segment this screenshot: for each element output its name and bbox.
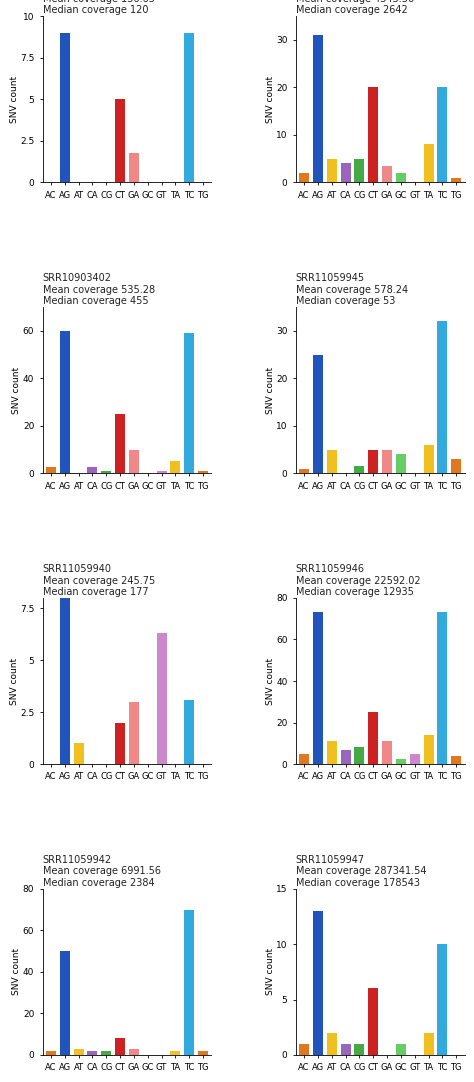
Text: SRR11059945
Mean coverage 578.24
Median coverage 53: SRR11059945 Mean coverage 578.24 Median … [296,273,408,306]
Text: SRR11059946
Mean coverage 22592.02
Median coverage 12935: SRR11059946 Mean coverage 22592.02 Media… [296,564,420,597]
Bar [88,1051,98,1055]
Bar [115,100,125,183]
Bar [355,1044,365,1055]
Bar [88,467,98,473]
Bar [382,166,392,183]
Bar [438,945,447,1055]
Bar [46,1051,56,1055]
Bar [101,1051,111,1055]
Bar [368,449,378,473]
Y-axis label: SNV count: SNV count [12,948,21,995]
Bar [299,754,309,764]
Bar [327,449,337,473]
Bar [327,1033,337,1055]
Bar [368,989,378,1055]
Bar [410,754,419,764]
Y-axis label: SNV count: SNV count [265,948,274,995]
Bar [115,1039,125,1055]
Bar [73,1048,83,1055]
Bar [313,612,323,764]
Bar [129,449,139,473]
Bar [184,700,194,764]
Bar [313,911,323,1055]
Bar [355,466,365,473]
Bar [424,445,434,473]
Bar [299,173,309,183]
Bar [73,743,83,764]
Bar [424,735,434,764]
Y-axis label: SNV count: SNV count [9,76,18,123]
Bar [184,910,194,1055]
Bar [355,748,365,764]
Bar [382,741,392,764]
Bar [156,633,166,764]
Bar [341,1044,351,1055]
Bar [355,159,365,183]
Bar [46,467,56,473]
Bar [396,758,406,764]
Bar [129,153,139,183]
Bar [396,454,406,473]
Bar [438,88,447,183]
Y-axis label: SNV count: SNV count [265,367,274,413]
Bar [198,471,208,473]
Y-axis label: SNV count: SNV count [9,658,18,704]
Bar [424,144,434,183]
Y-axis label: SNV count: SNV count [12,367,21,413]
Bar [101,471,111,473]
Bar [60,951,70,1055]
Bar [313,36,323,183]
Text: SRR11059947
Mean coverage 287341.54
Median coverage 178543: SRR11059947 Mean coverage 287341.54 Medi… [296,855,426,888]
Text: SRR11059942
Mean coverage 6991.56
Median coverage 2384: SRR11059942 Mean coverage 6991.56 Median… [43,855,161,888]
Bar [438,321,447,473]
Bar [60,331,70,473]
Bar [299,1044,309,1055]
Bar [451,756,461,764]
Text: SRR11059944
Mean coverage 4345.56
Median coverage 2642: SRR11059944 Mean coverage 4345.56 Median… [296,0,414,15]
Bar [382,449,392,473]
Bar [171,461,181,473]
Bar [115,414,125,473]
Text: SRR10903402
Mean coverage 535.28
Median coverage 455: SRR10903402 Mean coverage 535.28 Median … [43,273,155,306]
Bar [313,355,323,473]
Bar [129,1048,139,1055]
Bar [129,702,139,764]
Bar [438,612,447,764]
Y-axis label: SNV count: SNV count [265,658,274,704]
Bar [368,712,378,764]
Bar [368,88,378,183]
Bar [60,588,70,764]
Bar [341,750,351,764]
Bar [396,173,406,183]
Bar [184,32,194,183]
Bar [171,1051,181,1055]
Bar [327,741,337,764]
Bar [396,1044,406,1055]
Bar [299,469,309,473]
Bar [451,459,461,473]
Text: SRR10903401
Mean coverage 136.65
Median coverage 120: SRR10903401 Mean coverage 136.65 Median … [43,0,155,15]
Bar [60,32,70,183]
Bar [341,163,351,183]
Bar [156,471,166,473]
Y-axis label: SNV count: SNV count [265,76,274,123]
Bar [327,159,337,183]
Bar [115,723,125,764]
Bar [184,333,194,473]
Bar [198,1051,208,1055]
Text: SRR11059940
Mean coverage 245.75
Median coverage 177: SRR11059940 Mean coverage 245.75 Median … [43,564,155,597]
Bar [451,177,461,183]
Bar [424,1033,434,1055]
